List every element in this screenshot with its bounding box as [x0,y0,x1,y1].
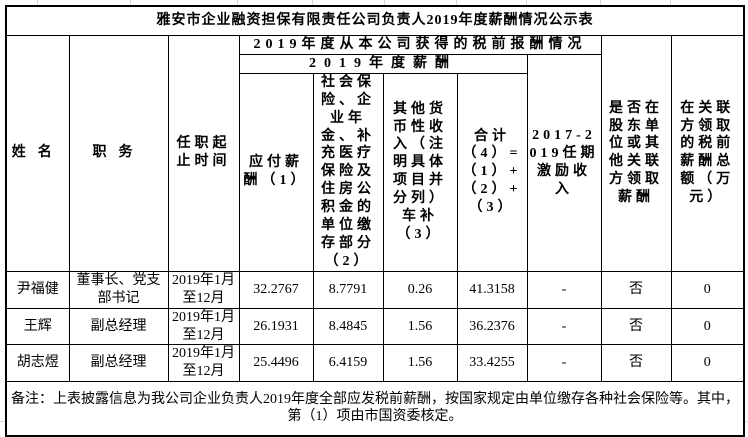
cell-other: 1.56 [382,344,458,383]
cell-related-total: 0 [670,307,745,346]
column-header-related-total: 在关联方领取的税前薪酬总额（万元） [670,35,745,272]
cell-term: 2019年1月至12月 [167,270,240,309]
table-row: 胡志煜 副总经理 2019年1月至12月 25.4496 6.4159 1.56… [5,344,745,383]
cell-name: 王辉 [5,307,70,346]
cell-position: 副总经理 [68,344,169,383]
column-header-shareholder-pay: 是否在股东单位或其他关联方领取薪酬 [600,35,672,272]
cell-other: 1.56 [382,307,458,346]
spreadsheet-gridline-tick [37,0,38,5]
table-row: 王辉 副总经理 2019年1月至12月 26.1931 8.4845 1.56 … [5,307,745,346]
salary-disclosure-table: 雅安市企业融资担保有限责任公司负责人2019年度薪酬情况公示表 姓名 职务 任职… [5,5,746,437]
spreadsheet-gridline-tick [456,0,457,5]
spreadsheet-gridline-tick [526,0,527,5]
column-header-term: 任职起止时间 [167,35,240,272]
header-row: 应付薪酬（1） 社会保险、企业年金、补充医疗保险及住房公积金的单位缴存部分（2）… [6,72,744,272]
spreadsheet-gridline-tick [312,0,313,5]
spreadsheet-gridline-tick [670,0,671,5]
cell-related-total: 0 [670,270,745,309]
cell-total: 36.2376 [456,307,528,346]
cell-shareholder-pay: 否 [600,270,672,309]
spreadsheet-gridline-tick [237,0,238,5]
cell-social: 8.4845 [312,307,384,346]
column-header-payable: 应付薪酬（1） [238,72,314,272]
cell-term: 2019年1月至12月 [167,344,240,383]
cell-tenure-incentive: - [526,307,602,346]
cell-payable: 25.4496 [238,344,314,383]
cell-social: 8.7791 [312,270,384,309]
header-group-row-2: 2019年度薪酬 2017-2019任期激励收入 [6,53,744,272]
cell-total: 33.4255 [456,344,528,383]
column-header-position: 职务 [68,35,169,272]
page-title: 雅安市企业融资担保有限责任公司负责人2019年度薪酬情况公示表 [5,5,745,36]
cell-social: 6.4159 [312,344,384,383]
cell-term: 2019年1月至12月 [167,307,240,346]
column-group-pretax: 2019年度从本公司获得的税前报酬情况 [238,35,602,55]
cell-total: 41.3158 [456,270,528,309]
spreadsheet-gridline-tick [384,0,385,5]
header-group-row-1: 姓名 职务 任职起止时间 2019年度从本公司获得的税前报酬情况 是否在股东单位… [5,35,745,272]
footnote: 备注：上表披露信息为我公司企业负责人2019年度全部应发税前薪酬，按国家规定由单… [5,381,745,437]
spreadsheet-gridline-tick [130,0,131,5]
column-header-total: 合计（4）=（1）+（2）+（3） [456,72,528,272]
cell-payable: 32.2767 [238,270,314,309]
spreadsheet-gridline-tick [600,0,601,5]
cell-position: 副总经理 [68,307,169,346]
cell-tenure-incentive: - [526,344,602,383]
cell-tenure-incentive: - [526,270,602,309]
cell-related-total: 0 [670,344,745,383]
table-row: 尹福健 董事长、党支部书记 2019年1月至12月 32.2767 8.7791… [5,270,745,309]
column-header-name: 姓名 [5,35,70,272]
cell-position: 董事长、党支部书记 [68,270,169,309]
column-header-tenure-incentive: 2017-2019任期激励收入 [526,53,602,272]
title-row: 雅安市企业融资担保有限责任公司负责人2019年度薪酬情况公示表 [5,5,745,36]
note-row: 备注：上表披露信息为我公司企业负责人2019年度全部应发税前薪酬，按国家规定由单… [5,381,745,437]
cell-payable: 26.1931 [238,307,314,346]
cell-name: 尹福健 [5,270,70,309]
column-header-social-insurance: 社会保险、企业年金、补充医疗保险及住房公积金的单位缴存部分（2） [312,72,384,272]
column-header-other-income: 其他货币性收入（注明具体项目并分列）车补（3） [382,72,458,272]
cell-other: 0.26 [382,270,458,309]
column-group-annual-salary: 2019年度薪酬 [238,53,528,74]
cell-name: 胡志煜 [5,344,70,383]
cell-shareholder-pay: 否 [600,344,672,383]
cell-shareholder-pay: 否 [600,307,672,346]
